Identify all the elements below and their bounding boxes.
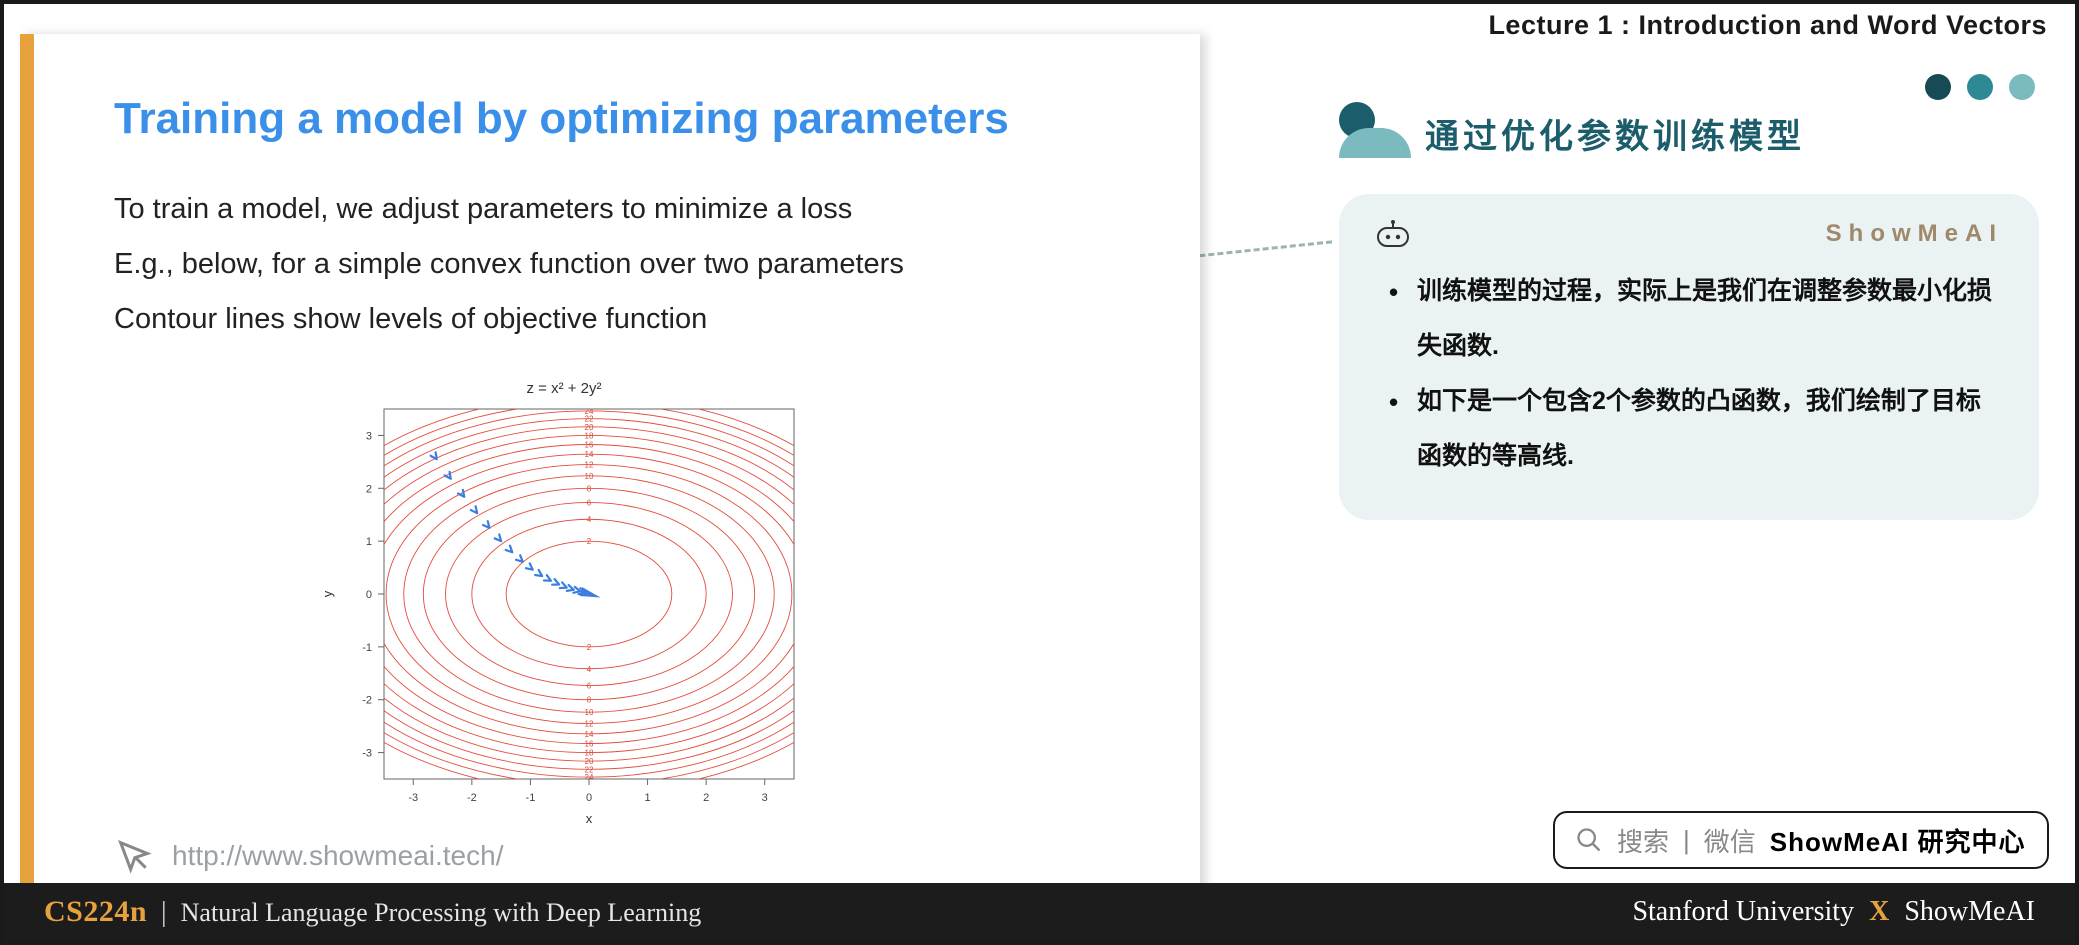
search-label-2: 微信 bbox=[1704, 822, 1756, 859]
source-x: X bbox=[1861, 896, 1897, 927]
info-card: ShowMeAI 训练模型的过程，实际上是我们在调整参数最小化损失函数. 如下是… bbox=[1339, 194, 2039, 520]
svg-text:3: 3 bbox=[762, 792, 768, 804]
cn-title-wrap: 通过优化参数训练模型 bbox=[1339, 108, 1805, 158]
dot-3 bbox=[2009, 74, 2035, 100]
svg-text:y: y bbox=[320, 591, 335, 598]
svg-text:24: 24 bbox=[585, 407, 594, 416]
slide-footer: http://www.showmeai.tech/ bbox=[114, 836, 503, 876]
search-bold: ShowMeAI 研究中心 bbox=[1770, 822, 2026, 859]
svg-text:2: 2 bbox=[587, 537, 592, 546]
svg-text:6: 6 bbox=[587, 682, 592, 691]
svg-text:20: 20 bbox=[585, 423, 594, 432]
svg-text:x: x bbox=[586, 811, 593, 826]
svg-text:22: 22 bbox=[585, 415, 594, 424]
cursor-click-icon bbox=[114, 836, 154, 876]
bottom-bar: CS224n | Natural Language Processing wit… bbox=[4, 883, 2075, 941]
svg-text:-2: -2 bbox=[362, 695, 372, 707]
svg-text:-1: -1 bbox=[526, 792, 536, 804]
svg-text:8: 8 bbox=[587, 696, 592, 705]
svg-text:0: 0 bbox=[586, 792, 592, 804]
search-box[interactable]: 搜索 | 微信 ShowMeAI 研究中心 bbox=[1553, 811, 2049, 869]
footer-url: http://www.showmeai.tech/ bbox=[172, 840, 503, 872]
svg-text:-1: -1 bbox=[362, 642, 372, 654]
svg-text:12: 12 bbox=[585, 720, 594, 729]
page: Lecture 1 : Introduction and Word Vector… bbox=[0, 0, 2079, 945]
course-code: CS224n bbox=[44, 895, 147, 929]
svg-text:1: 1 bbox=[366, 536, 372, 548]
info-bullet-2: 如下是一个包含2个参数的凸函数，我们绘制了目标函数的等高线. bbox=[1395, 374, 2003, 484]
svg-text:2: 2 bbox=[366, 484, 372, 496]
bottom-left: CS224n | Natural Language Processing wit… bbox=[44, 895, 701, 929]
slide-line-1: To train a model, we adjust parameters t… bbox=[114, 182, 1140, 237]
info-bullets: 训练模型的过程，实际上是我们在调整参数最小化损失函数. 如下是一个包含2个参数的… bbox=[1375, 264, 2003, 484]
slide-line-2: E.g., below, for a simple convex functio… bbox=[114, 237, 1140, 292]
search-icon bbox=[1575, 826, 1603, 854]
svg-text:16: 16 bbox=[585, 441, 594, 450]
svg-text:-3: -3 bbox=[408, 792, 418, 804]
svg-text:6: 6 bbox=[587, 499, 592, 508]
source-showmeai: ShowMeAI bbox=[1904, 896, 2035, 927]
svg-text:z = x² + 2y²: z = x² + 2y² bbox=[526, 380, 601, 397]
slide-body: To train a model, we adjust parameters t… bbox=[114, 182, 1140, 347]
svg-text:8: 8 bbox=[587, 485, 592, 494]
slide-title: Training a model by optimizing parameter… bbox=[114, 94, 1140, 144]
svg-text:12: 12 bbox=[585, 461, 594, 470]
robot-icon bbox=[1375, 220, 1411, 248]
svg-text:18: 18 bbox=[585, 432, 594, 441]
slide-card: Training a model by optimizing parameter… bbox=[20, 34, 1200, 894]
info-bullet-1: 训练模型的过程，实际上是我们在调整参数最小化损失函数. bbox=[1395, 264, 2003, 374]
svg-text:10: 10 bbox=[585, 472, 594, 481]
contour-chart-svg: z = x² + 2y²-3-2-10123-3-2-10123xy224466… bbox=[314, 375, 814, 835]
svg-text:4: 4 bbox=[587, 665, 592, 674]
course-title: Natural Language Processing with Deep Le… bbox=[181, 898, 702, 928]
dot-2 bbox=[1967, 74, 1993, 100]
decor-dots bbox=[1925, 74, 2035, 100]
svg-text:4: 4 bbox=[587, 516, 592, 525]
info-brand: ShowMeAI bbox=[1826, 220, 2003, 248]
info-card-header: ShowMeAI bbox=[1375, 220, 2003, 248]
bottom-right: Stanford University X ShowMeAI bbox=[1632, 896, 2035, 928]
lecture-label: Lecture 1 : Introduction and Word Vector… bbox=[1488, 10, 2047, 41]
slide-line-3: Contour lines show levels of objective f… bbox=[114, 292, 1140, 347]
cn-title-decor bbox=[1339, 108, 1411, 158]
svg-text:-3: -3 bbox=[362, 748, 372, 760]
contour-chart: z = x² + 2y²-3-2-10123-3-2-10123xy224466… bbox=[314, 375, 814, 840]
search-label-1: 搜索 bbox=[1617, 822, 1669, 859]
svg-text:3: 3 bbox=[366, 431, 372, 443]
svg-text:-2: -2 bbox=[467, 792, 477, 804]
cn-title: 通过优化参数训练模型 bbox=[1425, 109, 1805, 158]
svg-text:14: 14 bbox=[585, 730, 594, 739]
svg-text:14: 14 bbox=[585, 450, 594, 459]
source-stanford: Stanford University bbox=[1632, 896, 1854, 927]
pipe: | bbox=[161, 897, 167, 929]
svg-text:10: 10 bbox=[585, 708, 594, 717]
svg-text:2: 2 bbox=[587, 643, 592, 652]
svg-text:16: 16 bbox=[585, 740, 594, 749]
search-sep: | bbox=[1683, 825, 1690, 856]
svg-text:0: 0 bbox=[366, 589, 372, 601]
svg-text:2: 2 bbox=[703, 792, 709, 804]
svg-text:1: 1 bbox=[645, 792, 651, 804]
dot-1 bbox=[1925, 74, 1951, 100]
